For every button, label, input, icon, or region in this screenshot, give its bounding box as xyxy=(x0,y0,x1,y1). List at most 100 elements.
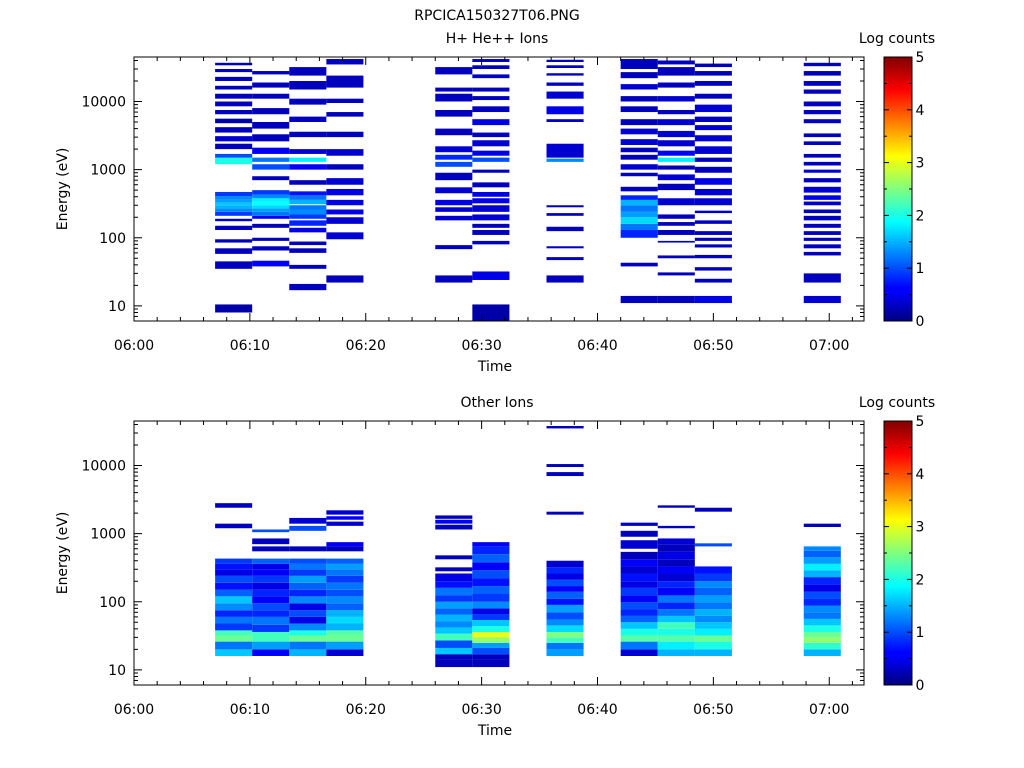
panel-2-spectrogram xyxy=(215,426,841,668)
spectrogram-cell xyxy=(289,220,327,226)
spectrogram-cell xyxy=(803,80,841,86)
spectrogram-cell xyxy=(694,267,732,271)
spectrogram-cell xyxy=(620,635,658,642)
spectrogram-cell xyxy=(546,257,584,261)
spectrogram-cell xyxy=(657,573,695,582)
spectrogram-cell xyxy=(215,205,253,209)
spectrogram-cell xyxy=(289,116,327,123)
spectrogram-cell xyxy=(326,641,364,650)
spectrogram-cell xyxy=(435,146,473,153)
colorbar-tick-label: 4 xyxy=(916,467,925,483)
spectrogram-cell xyxy=(803,195,841,200)
spectrogram-cell xyxy=(215,239,253,243)
spectrogram-cell xyxy=(435,555,473,560)
spectrogram-cell xyxy=(252,641,290,650)
spectrogram-cell xyxy=(215,218,253,222)
spectrogram-cell xyxy=(472,601,510,609)
spectrogram-cell xyxy=(694,602,732,610)
spectrogram-cell xyxy=(620,96,658,102)
spectrogram-cell xyxy=(803,71,841,76)
spectrogram-cell xyxy=(657,641,695,650)
spectrogram-cell xyxy=(289,563,327,570)
spectrogram-cell xyxy=(546,119,584,123)
spectrogram-cell xyxy=(215,304,253,313)
spectrogram-cell xyxy=(252,563,290,570)
panel-2-title: Other Ions xyxy=(460,395,533,411)
spectrogram-cell xyxy=(546,275,584,283)
spectrogram-cell xyxy=(435,128,473,136)
spectrogram-cell xyxy=(803,251,841,256)
spectrogram-cell xyxy=(803,642,841,650)
spectrogram-cell xyxy=(803,523,841,528)
spectrogram-cell xyxy=(326,149,364,156)
colorbar-tick-label: 2 xyxy=(916,572,925,588)
spectrogram-cell xyxy=(326,217,364,224)
spectrogram-cell xyxy=(657,551,695,560)
spectrogram-cell xyxy=(289,641,327,650)
spectrogram-cell xyxy=(326,635,364,642)
spectrogram-cell xyxy=(289,569,327,576)
x-tick-label: 06:50 xyxy=(693,338,733,354)
spectrogram-cell xyxy=(252,147,290,154)
spectrogram-cell xyxy=(435,161,473,167)
spectrogram-cell xyxy=(803,584,841,592)
spectrogram-cell xyxy=(657,119,695,126)
spectrogram-cell xyxy=(546,226,584,232)
x-tick-label: 06:10 xyxy=(230,338,270,354)
spectrogram-cell xyxy=(546,586,584,592)
spectrogram-cell xyxy=(472,87,510,92)
spectrogram-cell xyxy=(694,71,732,76)
spectrogram-cell xyxy=(657,649,695,656)
spectrogram-cell xyxy=(326,542,364,547)
spectrogram-cell xyxy=(546,65,584,69)
panel-2-axes-frame xyxy=(133,420,865,686)
spectrogram-cell xyxy=(546,205,584,208)
spectrogram-cell xyxy=(657,222,695,226)
spectrogram-cell xyxy=(803,591,841,599)
spectrogram-cell xyxy=(215,153,253,158)
spectrogram-cell xyxy=(472,586,510,594)
spectrogram-cell xyxy=(620,522,658,526)
spectrogram-cell xyxy=(620,84,658,90)
spectrogram-cell xyxy=(657,150,695,156)
x-tick-label: 06:30 xyxy=(461,702,501,718)
spectrogram-cell xyxy=(435,601,473,609)
spectrogram-cell xyxy=(546,591,584,599)
spectrogram-cell xyxy=(620,147,658,153)
spectrogram-cell xyxy=(694,63,732,68)
spectrogram-cell xyxy=(657,635,695,642)
spectrogram-cell xyxy=(472,198,510,204)
spectrogram-cell xyxy=(620,139,658,145)
spectrogram-cell xyxy=(289,575,327,583)
y-tick-label: 1000 xyxy=(90,527,126,543)
spectrogram-cell xyxy=(472,608,510,615)
spectrogram-cell xyxy=(215,191,253,197)
spectrogram-cell xyxy=(472,614,510,620)
y-tick-label: 10000 xyxy=(81,459,126,475)
spectrogram-cell xyxy=(435,519,473,524)
spectrogram-cell xyxy=(657,622,695,629)
spectrogram-cell xyxy=(803,637,841,643)
spectrogram-cell xyxy=(435,87,473,92)
spectrogram-cell xyxy=(620,602,658,610)
spectrogram-cell xyxy=(657,165,695,170)
spectrogram-cell xyxy=(435,640,473,648)
spectrogram-cell xyxy=(620,530,658,537)
spectrogram-cell xyxy=(546,649,584,656)
spectrogram-cell xyxy=(289,525,327,531)
spectrogram-cell xyxy=(472,647,510,655)
spectrogram-cell xyxy=(435,647,473,655)
spectrogram-cell xyxy=(803,62,841,67)
spectrogram-cell xyxy=(215,127,253,133)
spectrogram-cell xyxy=(252,194,290,199)
spectrogram-cell xyxy=(252,108,290,115)
spectrogram-cell xyxy=(620,649,658,656)
y-tick-label: 1000 xyxy=(90,163,126,179)
spectrogram-cell xyxy=(803,209,841,214)
spectrogram-cell xyxy=(620,106,658,113)
spectrogram-cell xyxy=(546,637,584,643)
spectrogram-cell xyxy=(657,214,695,219)
spectrogram-cell xyxy=(252,237,290,241)
spectrogram-cell xyxy=(252,164,290,170)
